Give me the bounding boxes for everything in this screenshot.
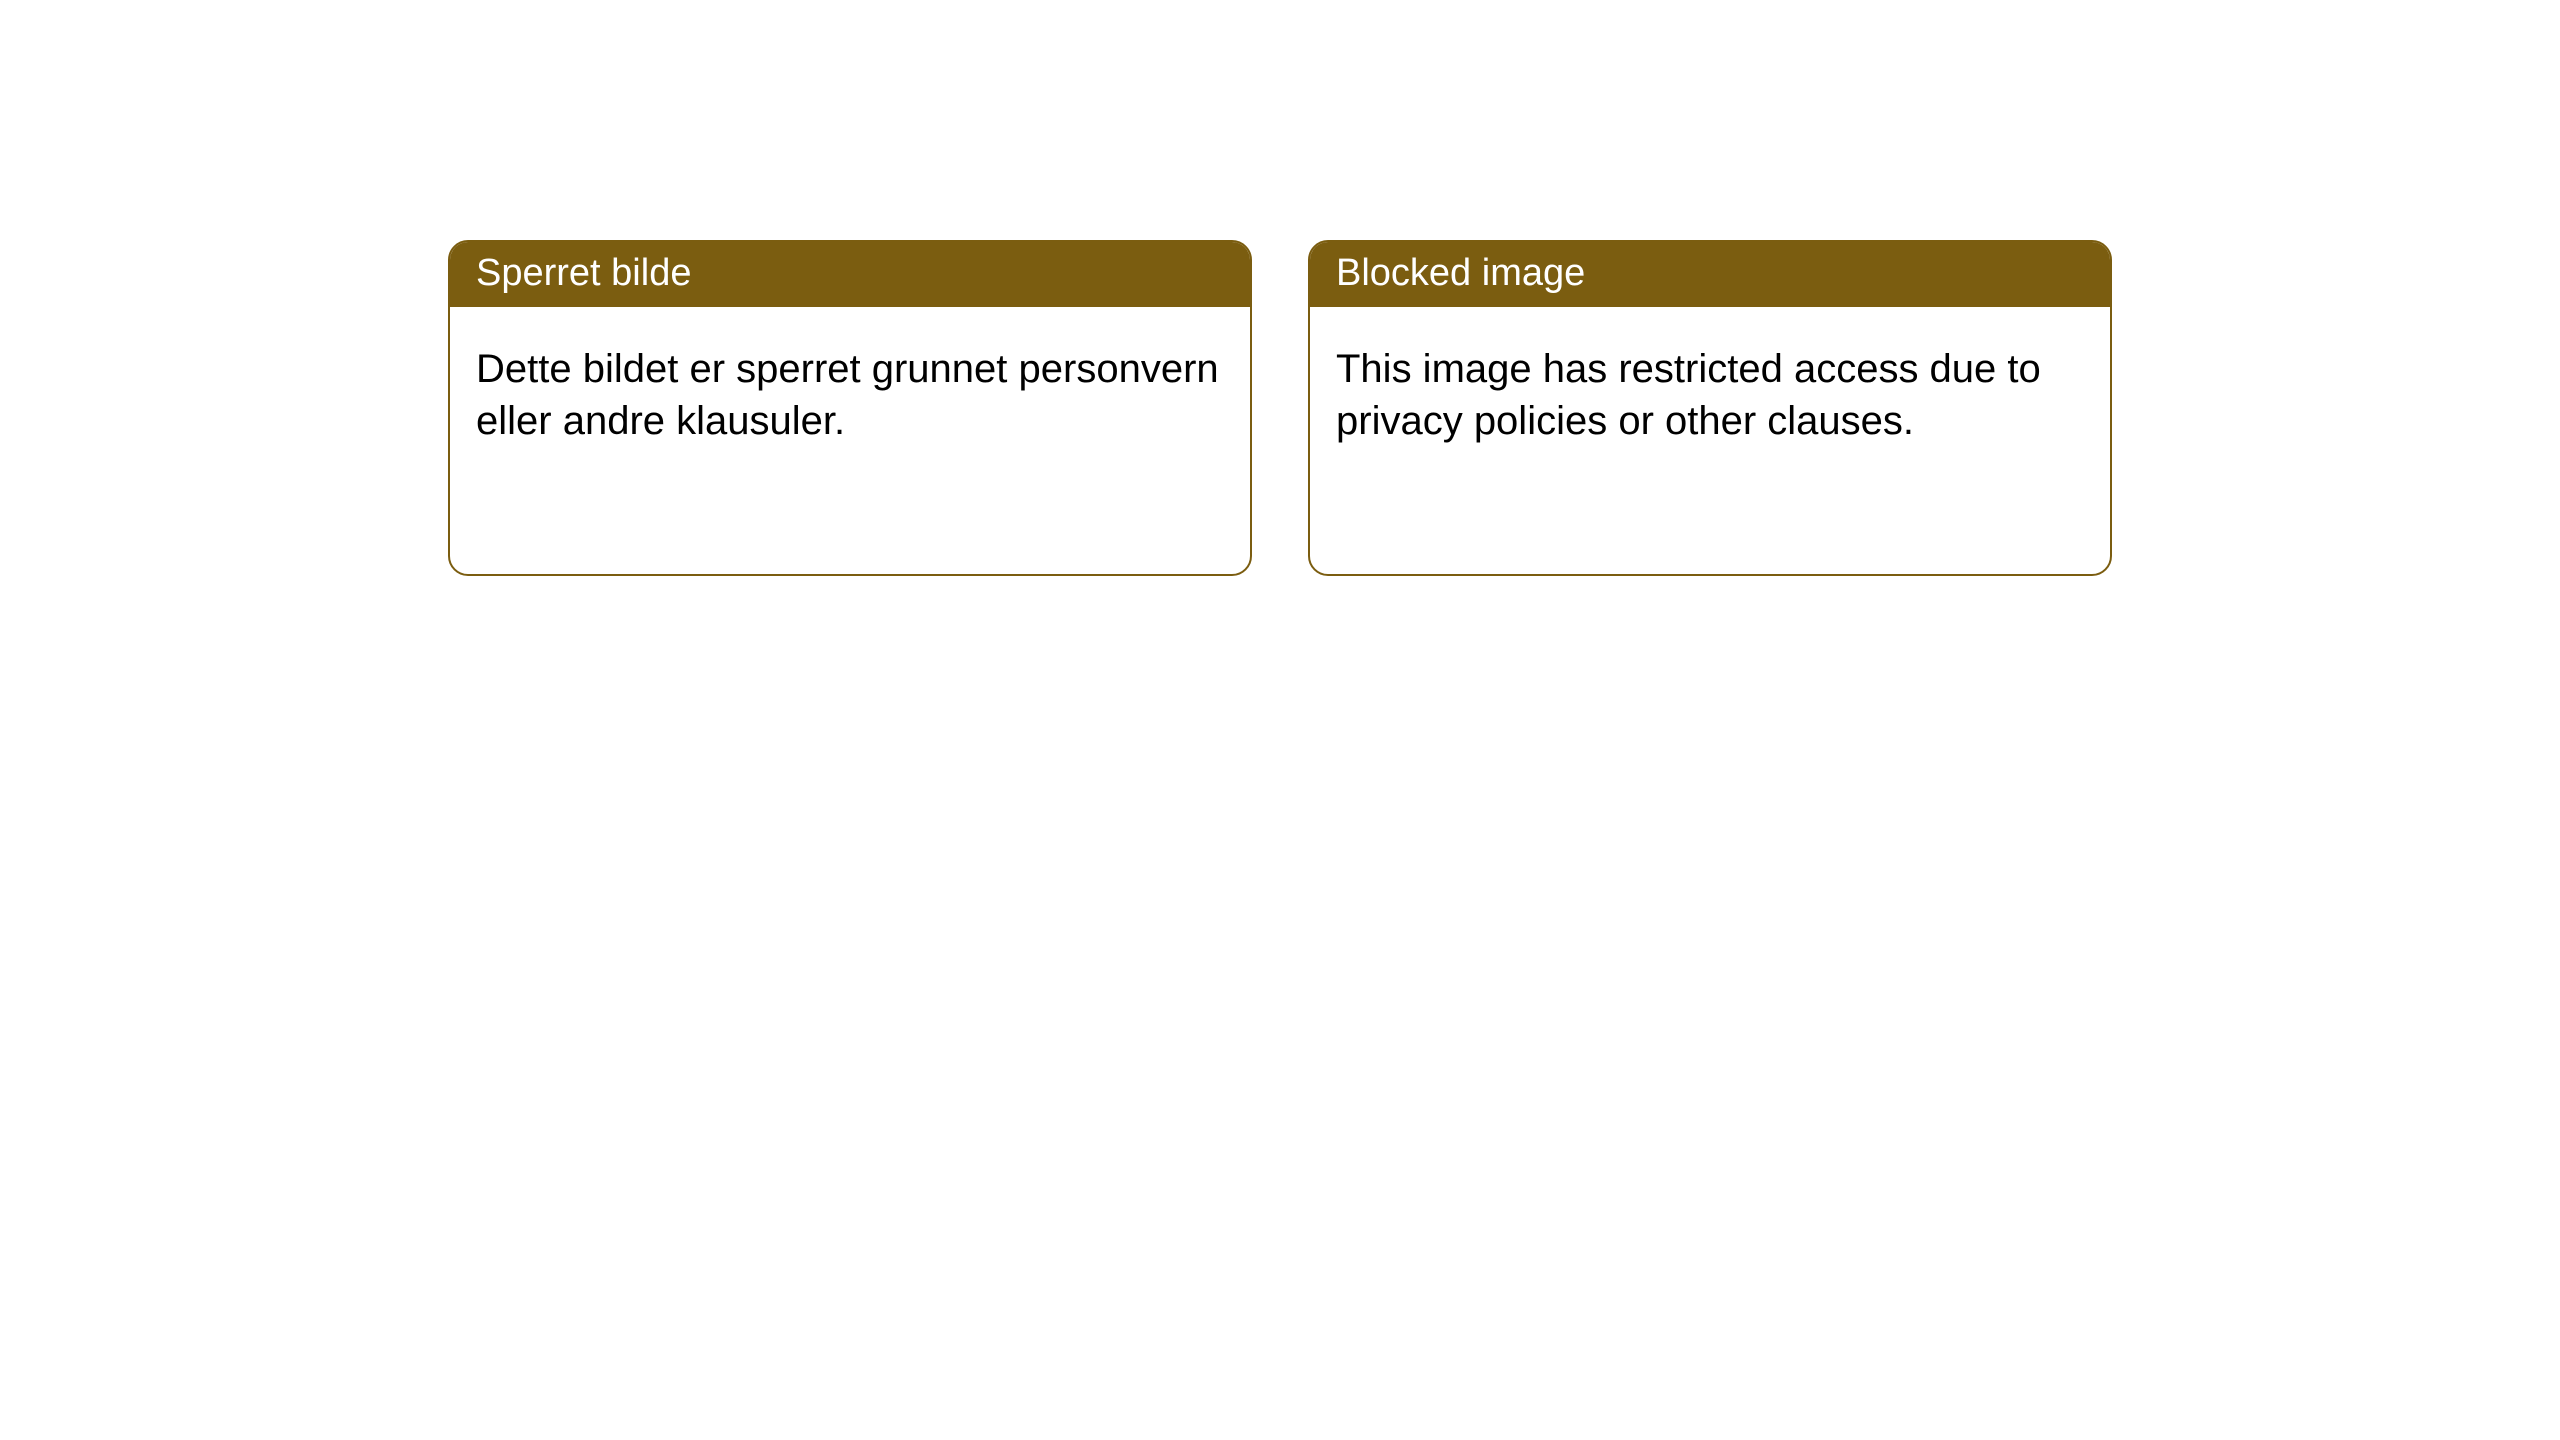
card-header-no: Sperret bilde — [450, 242, 1250, 307]
card-text-en: This image has restricted access due to … — [1336, 347, 2041, 443]
card-header-en: Blocked image — [1310, 242, 2110, 307]
cards-container: Sperret bilde Dette bildet er sperret gr… — [0, 0, 2560, 576]
card-body-no: Dette bildet er sperret grunnet personve… — [450, 307, 1250, 473]
card-body-en: This image has restricted access due to … — [1310, 307, 2110, 473]
blocked-image-card-en: Blocked image This image has restricted … — [1308, 240, 2112, 576]
card-title-en: Blocked image — [1336, 252, 1585, 294]
card-text-no: Dette bildet er sperret grunnet personve… — [476, 347, 1219, 443]
card-title-no: Sperret bilde — [476, 252, 691, 294]
blocked-image-card-no: Sperret bilde Dette bildet er sperret gr… — [448, 240, 1252, 576]
